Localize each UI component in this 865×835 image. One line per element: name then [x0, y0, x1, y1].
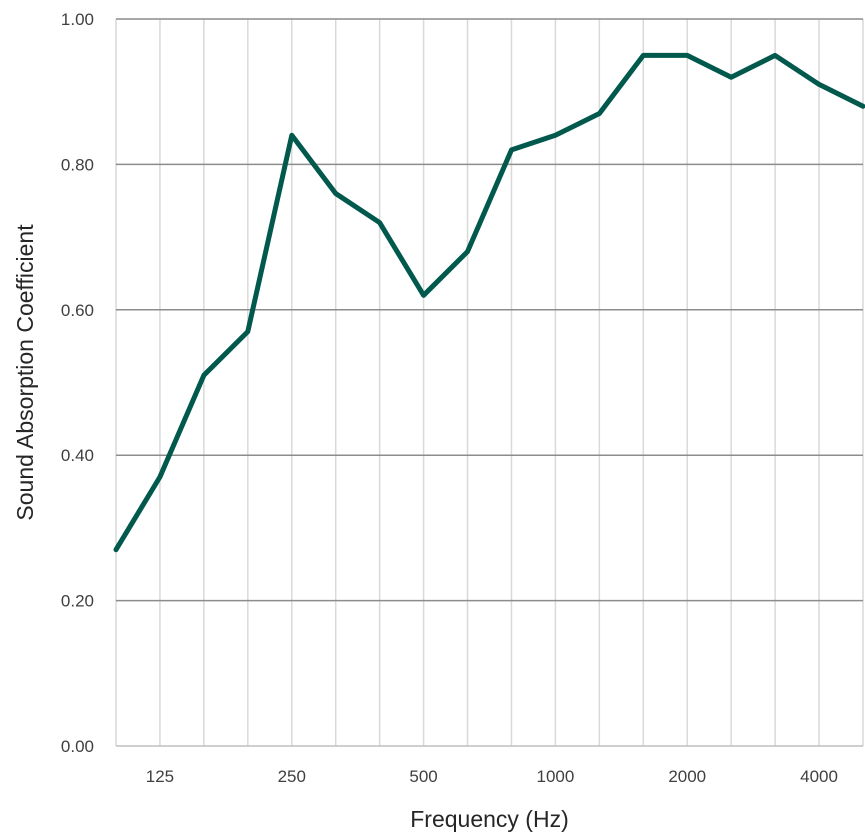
y-tick-label-1: 0.20 — [61, 592, 94, 611]
x-tick-label-2000: 2000 — [668, 767, 706, 786]
y-tick-label-4: 0.80 — [61, 155, 94, 174]
y-tick-label-3: 0.60 — [61, 301, 94, 320]
x-tick-label-125: 125 — [146, 767, 174, 786]
series-group — [113, 52, 865, 553]
y-tick-label-0: 0.00 — [61, 737, 94, 756]
x-tick-label-4000: 4000 — [800, 767, 838, 786]
horizontal-gridlines — [116, 18, 863, 602]
x-tick-label-500: 500 — [409, 767, 437, 786]
x-tick-label-1000: 1000 — [536, 767, 574, 786]
x-axis-title: Frequency (Hz) — [410, 806, 568, 832]
y-tick-label-2: 0.40 — [61, 446, 94, 465]
y-axis-title: Sound Absorption Coefficient — [12, 224, 38, 521]
series-line-0 — [113, 52, 865, 553]
y-tick-labels: 0.00 0.20 0.40 0.60 0.80 1.00 — [61, 10, 94, 756]
x-tick-label-250: 250 — [278, 767, 306, 786]
vertical-gridlines — [115, 19, 864, 746]
y-tick-label-5: 1.00 — [61, 10, 94, 29]
x-tick-labels: 125 250 500 1000 2000 4000 — [146, 767, 838, 786]
